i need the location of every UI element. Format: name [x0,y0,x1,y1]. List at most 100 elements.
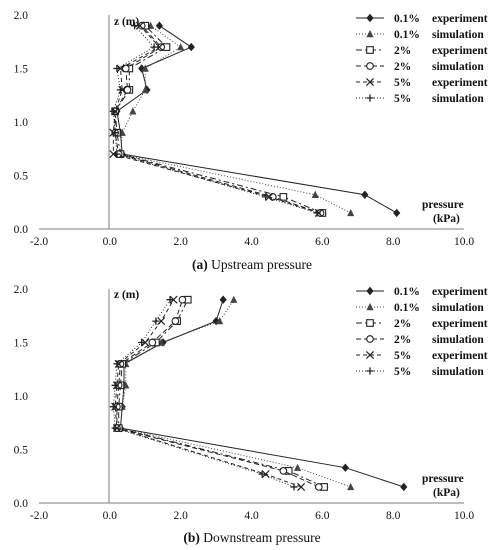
downstream-pressure-panel: 0.00.51.01.52.0 -2.0 0.0 2.0 4.0 6.0 8.0 10.0 … [14,284,488,545]
y-tick-label: 2.0 [14,10,29,22]
data-point [230,295,238,303]
data-point [279,193,288,201]
data-point [111,381,119,389]
x-tick-label: 8.0 [386,236,401,248]
legend-series-role: experiment [432,286,488,298]
legend: 0.1% experiment 0.1% simulation 2% experiment… [356,13,488,105]
data-point [116,86,125,94]
legend-marker [366,303,374,311]
series-line-5pct-experiment [114,299,302,488]
x-tick-label: 4.0 [244,510,259,522]
data-point [279,467,288,475]
legend-item: 5% experiment [356,350,488,362]
x-tick-label: 10.0 [454,236,474,248]
series-line-0-1pct-experiment [116,25,397,214]
data-point [113,64,121,73]
data-point [262,193,270,201]
data-point [109,107,117,115]
legend-series-role: simulation [432,61,484,73]
caption: (a) Upstream pressure [192,257,312,272]
data-point [293,463,302,471]
data-point [141,64,149,72]
legend-series-role: simulation [432,366,484,378]
legend-series-role: simulation [432,334,484,346]
legend-item: 5% experiment [356,77,488,89]
x-tick-label: 10.0 [454,510,474,522]
legend-marker [365,350,375,360]
series-layer [109,295,408,492]
x-tick-label: 6.0 [315,236,330,248]
y-tick-label: 1.5 [14,338,29,350]
y-tick-labels: 0.0 0.5 1.0 1.5 2.0 [14,10,29,236]
legend-series-name: 0.1% [394,286,420,298]
y-tick-label: 0.0 [14,224,29,236]
legend-series-role: experiment [432,13,488,25]
data-point [152,317,160,325]
legend-item: 0.1% simulation [356,302,484,314]
legend-series-name: 5% [394,350,411,362]
data-point [157,317,166,326]
x-axis-label-line1: pressure [422,473,464,485]
upstream-pressure-panel: 0.00.51.01.52.0 -2.0 0.0 2.0 4.0 6.0 8.0 10.0 … [14,10,488,272]
x-tick-label: 4.0 [244,236,259,248]
data-point [137,21,146,30]
series-line-2pct-simulation [116,299,319,488]
legend-item: 5% simulation [356,366,484,378]
y-tick-label: 0.0 [14,498,29,510]
legend-marker [366,94,374,102]
legend-series-role: simulation [432,93,484,105]
data-point [171,317,180,325]
legend-series-name: 2% [394,61,411,73]
legend-series-name: 2% [394,334,411,346]
data-point [123,86,132,94]
x-tick-label: -2.0 [30,236,48,248]
data-point [111,129,119,137]
legend-series-name: 5% [394,93,411,105]
x-axis-label-line2: (kPa) [433,213,460,225]
data-point [297,482,306,491]
legend-item: 0.1% experiment [356,286,488,298]
data-point [135,21,144,30]
y-tick-label: 1.0 [14,117,29,129]
legend-series-name: 5% [394,77,411,89]
y-tick-label: 0.5 [14,171,29,183]
data-point [131,22,139,30]
legend-marker [366,286,374,296]
x-tick-label: 2.0 [173,236,188,248]
data-point [187,42,195,52]
x-tick-label: 0.0 [103,236,118,248]
legend-series-role: experiment [432,77,488,89]
legend-series-name: 2% [394,318,411,330]
legend-item: 2% experiment [356,318,488,330]
caption: (b) Downstream pressure [183,530,320,545]
legend-marker [366,319,374,327]
legend: 0.1% experiment 0.1% simulation 2% experiment… [356,286,488,378]
data-point [150,43,158,51]
data-point [290,483,298,491]
legend-series-role: experiment [432,45,488,57]
data-point [129,107,137,115]
legend-marker [366,335,374,343]
x-tick-label: -2.0 [30,510,48,522]
legend-series-role: experiment [432,318,488,330]
caption-label: (b) [183,530,200,545]
data-point [178,295,187,304]
y-axis-label: z (m) [114,289,139,301]
legend-marker [366,13,374,23]
data-point [219,295,227,304]
x-tick-label: 6.0 [315,510,330,522]
x-tick-label: 8.0 [386,510,401,522]
data-point [361,190,369,199]
x-axis-label-line2: (kPa) [433,487,460,499]
legend-series-name: 0.1% [394,29,420,41]
y-tick-label: 0.5 [14,445,29,457]
x-tick-label: 0.0 [103,510,118,522]
legend-marker [366,30,374,38]
caption-text: Downstream pressure [200,530,321,545]
legend-series-name: 2% [394,45,411,57]
series-line-5pct-simulation [112,25,318,214]
legend-item: 5% simulation [356,93,484,105]
legend-series-role: experiment [432,350,488,362]
y-tick-label: 1.0 [14,391,29,403]
